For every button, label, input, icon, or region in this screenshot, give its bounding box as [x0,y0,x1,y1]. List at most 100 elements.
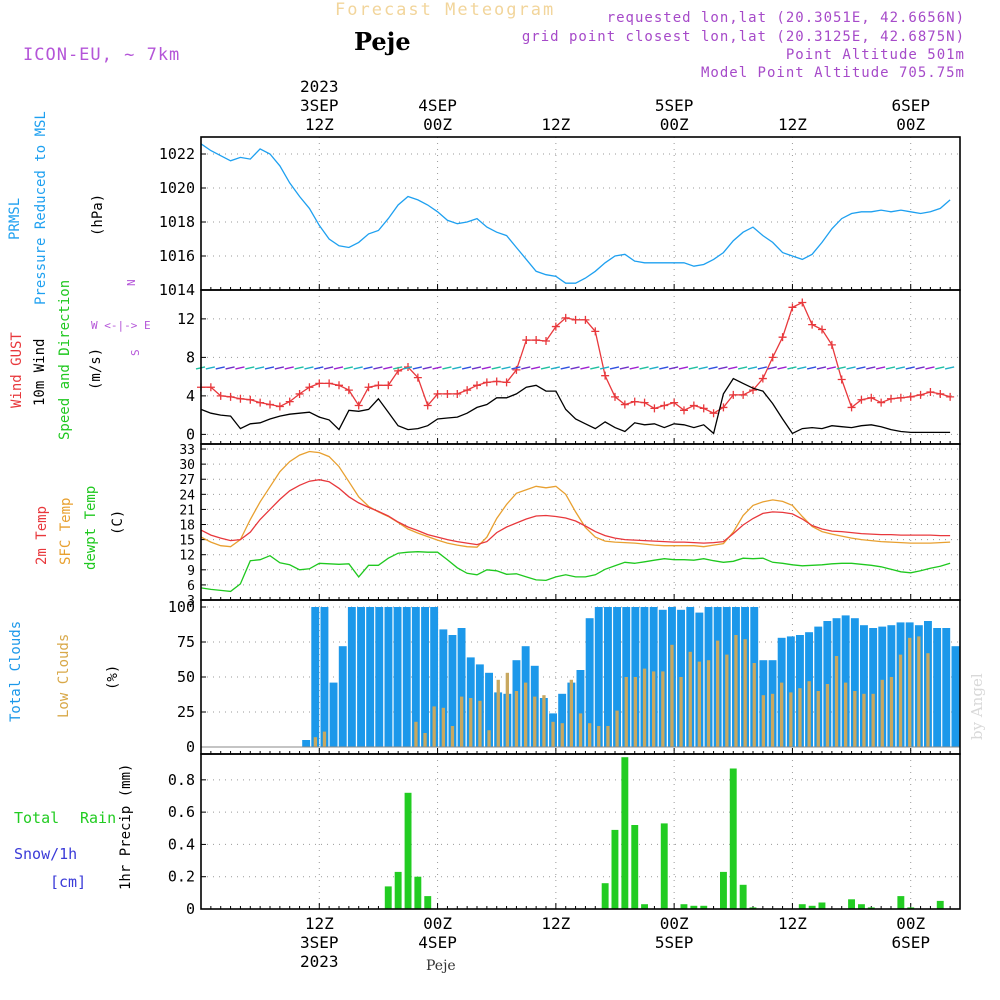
top-time-label: 12Z [305,115,334,134]
model-point-altitude: Model Point Altitude 705.75m [700,65,965,81]
total-cloud-bar [430,607,439,747]
gust-marker [591,327,600,336]
gust-marker [857,395,866,404]
gust-marker [384,381,393,390]
gust-marker [768,353,777,362]
low-cloud-bar [908,637,912,747]
low-cloud-bar [834,656,839,747]
y-tick-label: 4 [186,387,195,405]
wind-direction-arrow [412,366,423,370]
bottom-time-label: 4SEP [418,933,457,952]
wind-direction-arrow [511,366,521,370]
low-cloud-bar [898,654,903,747]
total-rain-label: Total [14,809,60,827]
rain-bar [404,792,412,910]
wind-direction-arrow [688,366,699,370]
gust-marker [295,389,304,398]
rain-bar [424,896,432,909]
rain-bar [394,871,402,909]
gust-marker [315,379,324,388]
wind-direction-arrow [925,366,935,370]
wind-direction-arrow [264,366,275,370]
wind-direction-arrow [698,366,708,370]
gust-marker [463,386,472,395]
gust-marker [827,340,836,349]
low-cloud-bar [734,635,738,747]
wind-direction-arrow [806,366,817,370]
bottom-time-label: 00Z [896,914,925,933]
low-cloud-bar [652,671,656,747]
wind-direction-arrow [944,366,955,370]
rain-bar [897,896,905,909]
gust-marker [729,390,738,399]
gust-marker [680,406,688,415]
gust-marker [433,389,442,398]
total-cloud-bar [338,646,347,747]
wind-direction-arrow [461,366,472,370]
low-cloud-bar [926,653,930,747]
wind-direction-arrow [856,366,866,370]
gust-marker [473,381,481,390]
low-cloud-bar [670,644,674,747]
rain-bar [641,904,648,909]
gust-marker [325,379,334,388]
top-time-label: 12Z [541,115,570,134]
low-cloud-bar [542,695,546,747]
y-tick-label: 0 [186,425,195,443]
wind-direction-arrow [471,366,482,370]
top-time-label: 00Z [660,115,689,134]
wind-direction-arrow [668,366,679,370]
gust-marker [788,303,797,312]
total-cloud-bar [576,670,585,747]
gust-marker [620,400,629,409]
low-cloud-bar [487,730,491,747]
total-cloud-bar [942,628,951,747]
low-cloud-bar [423,733,427,747]
total-cloud-bar [613,607,621,747]
low-cloud-bar [597,726,601,747]
low-cloud-bar [780,682,784,747]
y-tick-label: 75 [177,633,195,651]
wind-direction-arrow [294,366,304,370]
model-label: ICON-EU, ~ 7km [23,45,181,65]
low-cloud-bar [588,723,592,747]
total-cloud-bar [411,607,420,747]
wind-direction-arrow [708,366,718,370]
wind-direction-arrow [501,366,511,370]
place-name: Peje [354,27,411,56]
gust-marker [749,386,757,395]
wind-direction-arrow [225,366,235,370]
y-tick-label: 0.2 [168,868,195,886]
y-tick-label: 33 [179,443,195,458]
low-cloud-bar [661,671,665,747]
top-time-label: 4SEP [418,96,457,115]
total-cloud-bar [421,607,429,747]
bottom-time-label: 12Z [305,914,334,933]
total-cloud-bar [384,607,393,747]
low-cloud-bar [633,677,637,747]
wind-direction-arrow [747,366,758,370]
y-tick-label: 25 [177,703,195,721]
y-tick-label: 0.4 [168,835,195,853]
low-cloud-bar [871,693,875,747]
rain-bar [936,900,944,909]
low-cloud-bar [853,691,857,747]
total-cloud-bar [439,629,448,747]
low-cloud-bar [624,677,628,747]
total-cloud-bar [347,607,356,747]
gust-marker [551,322,560,331]
snow-label: Snow/1h [14,845,78,863]
low-cloud-bar [716,640,720,747]
low-cloud-bar [432,706,436,747]
wind-direction-arrow [816,366,827,370]
y-tick-label: 21 [179,503,195,518]
requested-location: requested lon,lat (20.3051E, 42.6656N) [606,10,965,26]
rain-bar [729,768,737,909]
wind-direction-arrow [284,366,294,370]
y-tick-label: 8 [186,348,195,366]
gust-marker [226,392,235,401]
bottom-time-label: 12Z [541,914,570,933]
gust-marker [847,403,856,412]
low-cloud-bar [825,684,830,747]
low-cloud-bar [880,679,884,747]
